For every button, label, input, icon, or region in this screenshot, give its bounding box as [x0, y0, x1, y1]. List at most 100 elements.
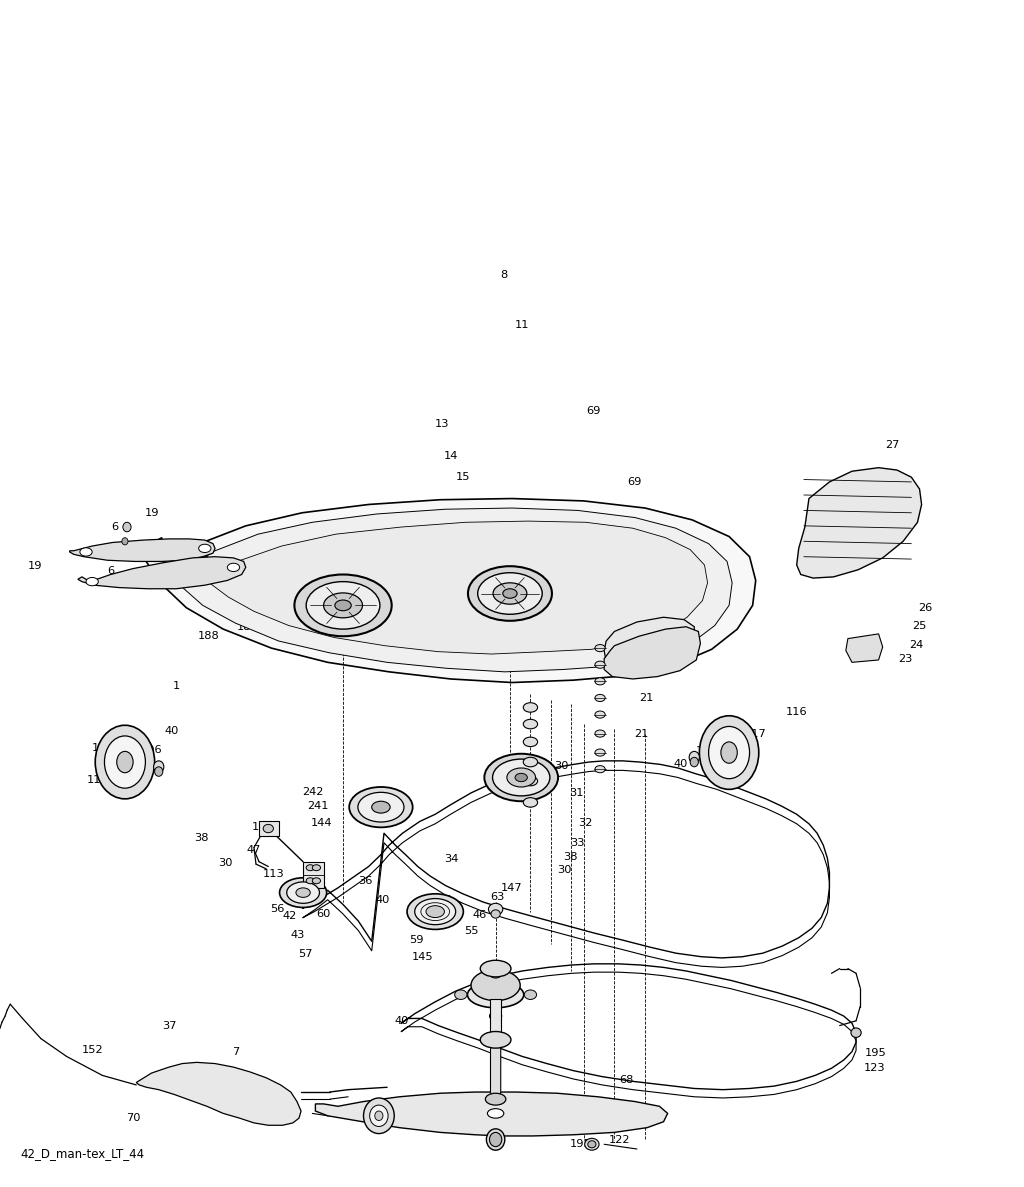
Polygon shape: [303, 862, 324, 888]
Ellipse shape: [488, 903, 503, 915]
Ellipse shape: [122, 538, 128, 545]
Ellipse shape: [287, 882, 319, 903]
Ellipse shape: [324, 594, 362, 617]
Ellipse shape: [484, 754, 558, 801]
Ellipse shape: [480, 1032, 511, 1048]
Ellipse shape: [86, 578, 98, 586]
Ellipse shape: [523, 737, 538, 747]
Text: 123: 123: [863, 1064, 886, 1073]
Text: 241: 241: [307, 801, 328, 811]
Ellipse shape: [306, 582, 380, 629]
Text: 68: 68: [620, 1075, 634, 1085]
Ellipse shape: [296, 888, 310, 897]
Ellipse shape: [306, 864, 314, 871]
Ellipse shape: [335, 601, 351, 610]
Ellipse shape: [585, 1138, 599, 1150]
Ellipse shape: [486, 1129, 505, 1150]
Text: 67: 67: [357, 1113, 372, 1123]
Ellipse shape: [595, 661, 605, 668]
Ellipse shape: [199, 544, 211, 553]
Text: 42_D_man-tex_LT_44: 42_D_man-tex_LT_44: [20, 1148, 144, 1160]
Text: 57: 57: [298, 950, 312, 959]
Text: 6: 6: [112, 522, 118, 532]
Text: 37: 37: [162, 1021, 176, 1030]
Ellipse shape: [306, 878, 314, 883]
Ellipse shape: [515, 774, 527, 782]
Ellipse shape: [280, 878, 327, 907]
Ellipse shape: [467, 982, 523, 1008]
Ellipse shape: [493, 760, 550, 796]
Text: 192: 192: [251, 823, 273, 832]
Ellipse shape: [104, 736, 145, 788]
Text: 195: 195: [569, 1140, 592, 1149]
Ellipse shape: [699, 716, 759, 789]
Ellipse shape: [407, 894, 463, 929]
Text: 117: 117: [744, 729, 767, 738]
Text: 116: 116: [785, 707, 808, 717]
Polygon shape: [604, 617, 694, 667]
Text: 188: 188: [198, 631, 220, 641]
Ellipse shape: [523, 757, 538, 767]
Text: 47: 47: [247, 845, 261, 855]
Text: 30: 30: [557, 865, 571, 875]
Text: 195: 195: [864, 1048, 887, 1058]
Polygon shape: [145, 499, 756, 683]
Text: 145: 145: [412, 952, 434, 961]
Text: 144: 144: [311, 818, 332, 827]
Text: 30: 30: [554, 761, 568, 770]
Text: 24: 24: [909, 640, 924, 649]
Ellipse shape: [349, 787, 413, 827]
Text: 21: 21: [639, 693, 653, 703]
Text: 63: 63: [490, 893, 505, 902]
Ellipse shape: [480, 960, 511, 977]
Ellipse shape: [370, 1105, 388, 1126]
Text: 30: 30: [218, 858, 232, 868]
Text: 56: 56: [437, 895, 452, 904]
Ellipse shape: [595, 694, 605, 702]
Polygon shape: [490, 1040, 501, 1099]
Text: 19: 19: [28, 561, 42, 571]
Text: 23: 23: [898, 654, 912, 664]
Text: 7: 7: [165, 1085, 173, 1094]
Text: 59: 59: [410, 935, 424, 945]
Text: 117: 117: [91, 743, 114, 753]
Polygon shape: [846, 634, 883, 662]
Ellipse shape: [689, 751, 699, 763]
Text: 147: 147: [501, 883, 523, 893]
Text: 25: 25: [912, 621, 927, 630]
Text: 113: 113: [324, 608, 346, 617]
Ellipse shape: [492, 910, 500, 919]
Text: 1: 1: [172, 681, 180, 691]
Text: 8: 8: [500, 271, 508, 280]
Text: 70: 70: [126, 1113, 140, 1123]
Text: 122: 122: [609, 1135, 630, 1144]
Ellipse shape: [487, 1109, 504, 1118]
Ellipse shape: [595, 645, 605, 652]
Text: 36: 36: [358, 876, 373, 886]
Ellipse shape: [595, 749, 605, 756]
Ellipse shape: [523, 703, 538, 712]
Text: 6: 6: [108, 566, 114, 576]
Text: 43: 43: [291, 931, 305, 940]
Text: 19: 19: [144, 508, 159, 518]
Ellipse shape: [523, 719, 538, 729]
Text: 31: 31: [569, 788, 584, 798]
Text: 7: 7: [231, 1047, 240, 1056]
Ellipse shape: [524, 990, 537, 999]
Text: 21: 21: [634, 729, 648, 738]
Ellipse shape: [721, 742, 737, 763]
Text: 26: 26: [919, 603, 933, 612]
Text: 64: 64: [313, 889, 328, 899]
Text: 14: 14: [443, 451, 458, 461]
Text: 32: 32: [579, 818, 593, 827]
Text: 42: 42: [283, 912, 297, 921]
Text: 113: 113: [262, 869, 285, 878]
Text: 69: 69: [587, 406, 601, 415]
Text: 29: 29: [869, 547, 884, 557]
Text: 38: 38: [563, 852, 578, 862]
Text: 20: 20: [849, 485, 863, 495]
Text: 34: 34: [444, 855, 459, 864]
Text: 27: 27: [885, 440, 899, 450]
Polygon shape: [315, 1092, 668, 1136]
Text: 116: 116: [86, 775, 109, 785]
